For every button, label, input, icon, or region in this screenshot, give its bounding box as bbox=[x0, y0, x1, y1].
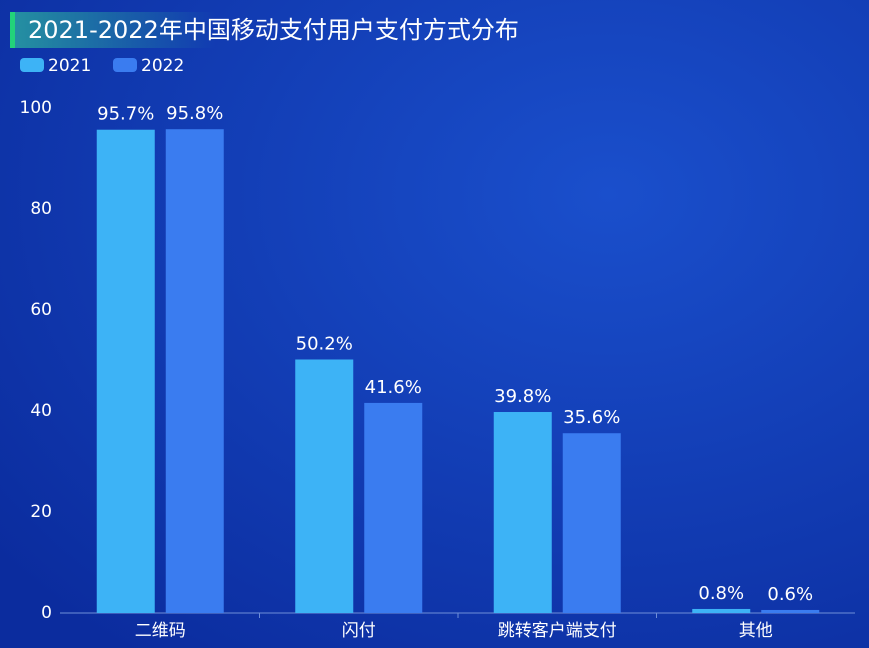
bar bbox=[364, 402, 423, 613]
legend-label: 2022 bbox=[141, 56, 184, 76]
value-label: 50.2% bbox=[296, 333, 353, 354]
legend-swatch bbox=[20, 58, 44, 72]
bar bbox=[761, 609, 820, 613]
title-background bbox=[15, 12, 215, 48]
title-accent bbox=[10, 12, 15, 48]
bar bbox=[165, 129, 224, 613]
y-tick-label: 100 bbox=[20, 98, 52, 118]
value-label: 41.6% bbox=[365, 377, 422, 398]
bar bbox=[295, 359, 354, 613]
y-tick-label: 20 bbox=[30, 502, 52, 522]
value-label: 95.8% bbox=[166, 103, 223, 124]
y-tick-label: 80 bbox=[30, 199, 52, 219]
x-tick-label: 二维码 bbox=[135, 621, 186, 641]
legend-label: 2021 bbox=[48, 56, 91, 76]
y-tick-label: 0 bbox=[41, 603, 52, 623]
bar bbox=[692, 608, 751, 613]
value-label: 0.6% bbox=[767, 584, 813, 605]
x-tick-label: 闪付 bbox=[342, 621, 376, 641]
x-tick-label: 跳转客户端支付 bbox=[498, 621, 617, 641]
value-label: 35.6% bbox=[563, 407, 620, 428]
y-tick-label: 60 bbox=[30, 300, 52, 320]
value-label: 0.8% bbox=[698, 583, 744, 604]
bar bbox=[562, 433, 621, 613]
value-label: 95.7% bbox=[97, 104, 154, 125]
bar bbox=[96, 129, 155, 613]
value-label: 39.8% bbox=[494, 386, 551, 407]
bar bbox=[493, 412, 552, 613]
legend-swatch bbox=[113, 58, 137, 72]
chart-title: 2021-2022年中国移动支付用户支付方式分布 bbox=[28, 16, 519, 44]
y-tick-label: 40 bbox=[30, 401, 52, 421]
x-tick-label: 其他 bbox=[739, 621, 773, 641]
